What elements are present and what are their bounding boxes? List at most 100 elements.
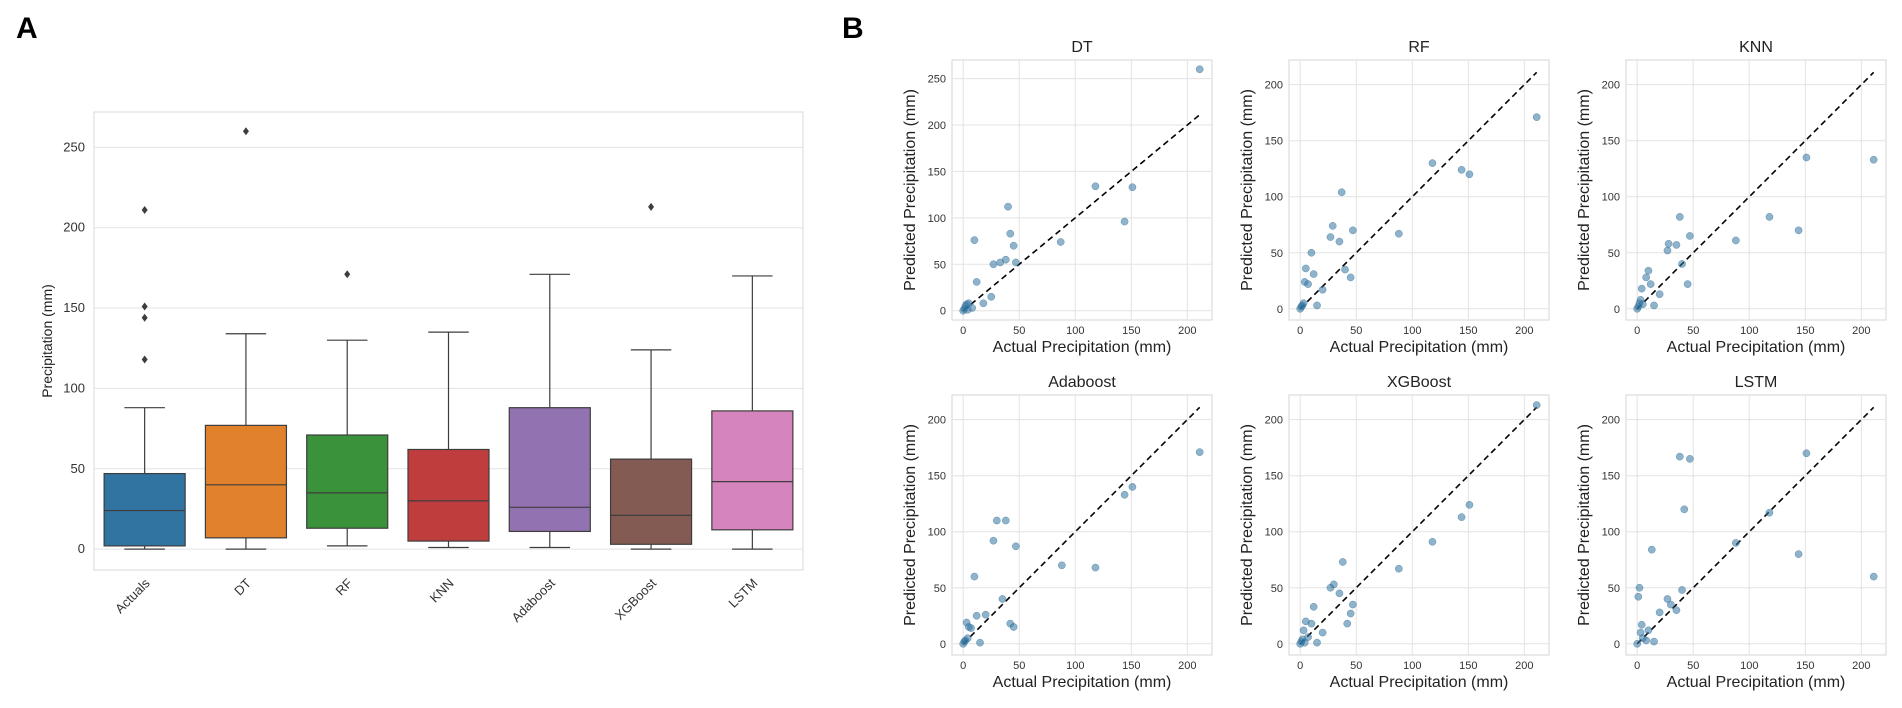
y-tick-label: 100 [1602,192,1620,204]
data-point [1394,564,1403,573]
data-point [1307,248,1316,257]
outlier-point [141,355,148,364]
data-point [1343,619,1352,628]
data-point [1313,638,1321,647]
data-point [1655,608,1664,617]
data-point [1338,558,1347,566]
data-point [970,236,979,244]
x-tick-label: 100 [1740,325,1758,337]
data-point [992,516,1001,525]
data-point [1686,232,1694,240]
data-point [1012,542,1020,551]
data-point [1309,602,1318,611]
data-point [1637,620,1646,629]
plot-area [951,59,1213,321]
data-point [1802,449,1811,458]
data-point [1128,483,1137,491]
data-point [968,304,977,312]
data-point [1326,233,1335,241]
data-point [1346,273,1355,282]
x-tick-label: 0 [1634,660,1640,672]
y-axis-label: Predicted Precipitation (mm) [1239,89,1256,291]
y-tick-label: 200 [928,415,946,427]
box-xgboost [609,458,693,545]
data-point [1428,159,1437,167]
y-tick-label: 200 [1602,415,1620,427]
data-point [1675,213,1684,221]
data-point [976,638,984,647]
y-axis-label: Predicted Precipitation (mm) [902,424,919,626]
data-point [1346,609,1355,618]
data-point [1765,213,1774,221]
data-point [1349,226,1357,235]
x-tick-label: 200 [1178,660,1196,672]
y-tick-label: 50 [71,461,85,476]
data-point [1644,266,1653,275]
x-tick-label: 150 [1796,325,1814,337]
data-point [1678,586,1686,594]
data-point [1647,545,1656,554]
identity-line [962,406,1201,645]
data-point [1313,301,1321,310]
identity-line [1636,71,1875,310]
y-tick-label: 200 [1265,80,1283,92]
x-tick-label: DT [231,575,254,598]
data-point [1731,539,1740,547]
y-tick-label: 150 [928,166,946,178]
subplot-title: Adaboost [1048,374,1116,391]
y-tick-label: 150 [1602,136,1620,148]
data-point [1056,238,1065,246]
x-tick-label: 0 [1634,325,1640,337]
y-tick-label: 0 [1277,639,1283,651]
outlier-point [141,313,148,322]
x-tick-label: 150 [1122,660,1140,672]
y-axis-label: Predicted Precipitation (mm) [1576,89,1593,291]
x-axis-label: Actual Precipitation (mm) [1330,339,1509,356]
data-point [1120,490,1129,499]
y-tick-label: 50 [1608,583,1620,595]
subplot-title: XGBoost [1387,374,1452,391]
x-tick-label: 50 [1687,660,1699,672]
data-point [1457,513,1466,522]
data-point [1195,448,1204,457]
y-tick-label: 200 [63,220,85,235]
data-point [1307,619,1316,628]
subplot-title: KNN [1739,39,1773,56]
y-tick-label: 150 [1265,471,1283,483]
y-axis-label: Predicted Precipitation (mm) [1576,424,1593,626]
data-point [1304,633,1312,641]
data-point [1428,537,1437,546]
data-point [1195,65,1204,74]
outlier-point [242,127,249,136]
x-axis-label: Actual Precipitation (mm) [993,339,1172,356]
data-point [1650,637,1658,646]
y-tick-label: 200 [928,120,946,132]
y-tick-label: 150 [1602,471,1620,483]
x-tick-label: RF [332,575,355,598]
data-point [1869,155,1878,164]
subplot-title: LSTM [1735,374,1778,391]
x-tick-label: 50 [1687,325,1699,337]
data-point [1680,505,1689,514]
y-tick-label: 150 [63,300,85,315]
data-point [979,299,988,308]
data-point [1309,270,1318,278]
data-point [1304,280,1312,288]
x-tick-label: XGBoost [612,575,660,623]
x-axis-label: Actual Precipitation (mm) [1330,674,1509,691]
x-tick-label: 150 [1459,660,1477,672]
x-tick-label: KNN [427,576,457,606]
data-point [1012,258,1020,267]
scatter-grid-panel: 0 50 100 150 200 0 50 100 150 200 250 DT Actual Prec… [902,39,1887,691]
data-point [1465,500,1474,509]
data-point [1335,589,1344,598]
y-tick-label: 50 [1271,583,1283,595]
data-point [1646,280,1655,288]
data-point [1091,182,1100,191]
y-tick-label: 0 [940,306,946,318]
box-knn [407,448,490,542]
data-point [1644,626,1653,635]
y-tick-label: 150 [1265,136,1283,148]
y-tick-label: 50 [934,259,946,271]
data-point [987,292,996,301]
